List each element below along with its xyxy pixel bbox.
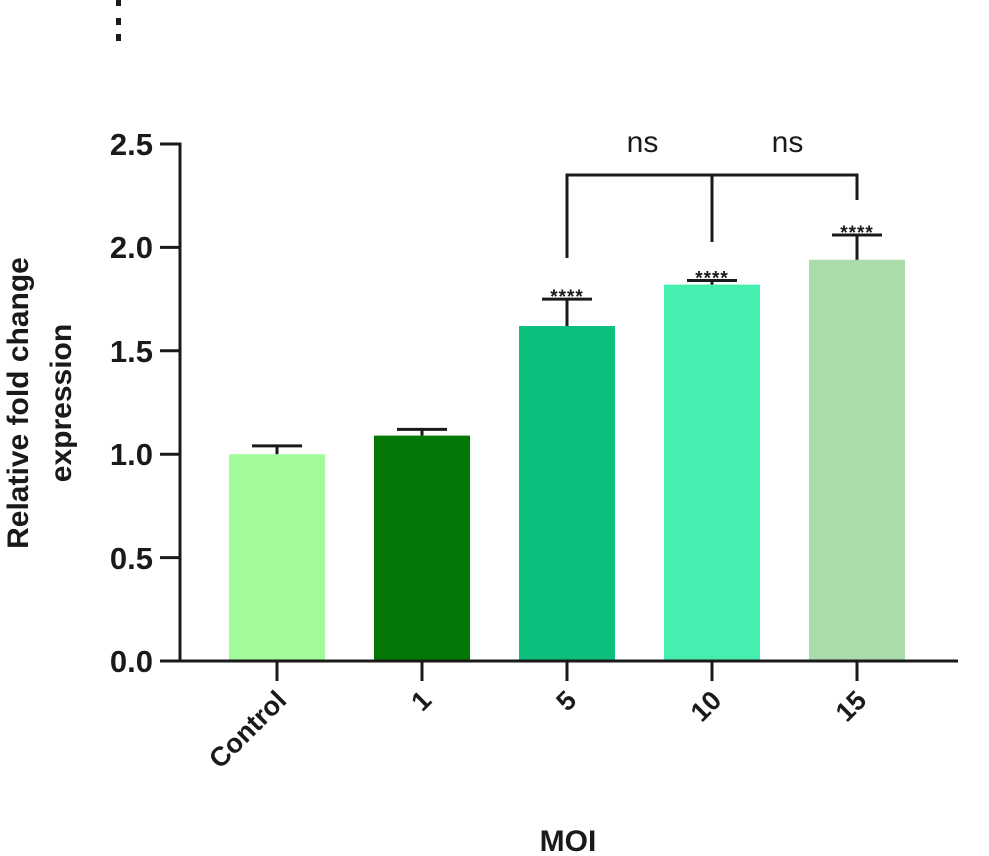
y-tick-label-0: 0.0 (110, 644, 153, 679)
bar-10 (664, 284, 760, 661)
bars-layer (229, 259, 905, 661)
error-bars-layer (252, 233, 882, 455)
bar-1 (374, 435, 470, 661)
bar-control (229, 454, 325, 661)
x-tick-label-15: 15 (830, 685, 872, 727)
bar-15 (809, 259, 905, 661)
corner-mark-bottom (116, 34, 121, 41)
x-tick-label-5: 5 (550, 685, 582, 717)
corner-mark-top (116, 0, 121, 6)
x-tick-label-control: Control (203, 685, 292, 774)
y-tick-label-5: 2.5 (110, 127, 153, 162)
y-tick-label-1: 0.5 (110, 541, 153, 576)
y-tick-label-2: 1.0 (110, 437, 153, 472)
significance-15: **** (840, 223, 874, 244)
significance-5: **** (550, 287, 584, 308)
significance-10: **** (695, 268, 729, 289)
y-axis-title-line-1: Relative fold change (2, 257, 35, 549)
significance-layer: **** **** **** (550, 223, 874, 308)
corner-mark-middle (116, 18, 121, 25)
y-axis-title-line-2: expression (45, 324, 78, 482)
axes-layer (160, 142, 958, 681)
x-axis-title: MOI (540, 825, 597, 856)
comparison-label-1: ns (772, 126, 804, 159)
y-tick-label-3: 1.5 (110, 334, 153, 369)
bar-5 (519, 325, 615, 661)
comparison-brackets-layer: ns ns (565, 126, 859, 258)
y-tick-label-4: 2.0 (110, 230, 153, 265)
x-tick-label-1: 1 (405, 685, 437, 717)
x-tick-label-10: 10 (685, 685, 727, 727)
comparison-label-0: ns (627, 126, 659, 159)
